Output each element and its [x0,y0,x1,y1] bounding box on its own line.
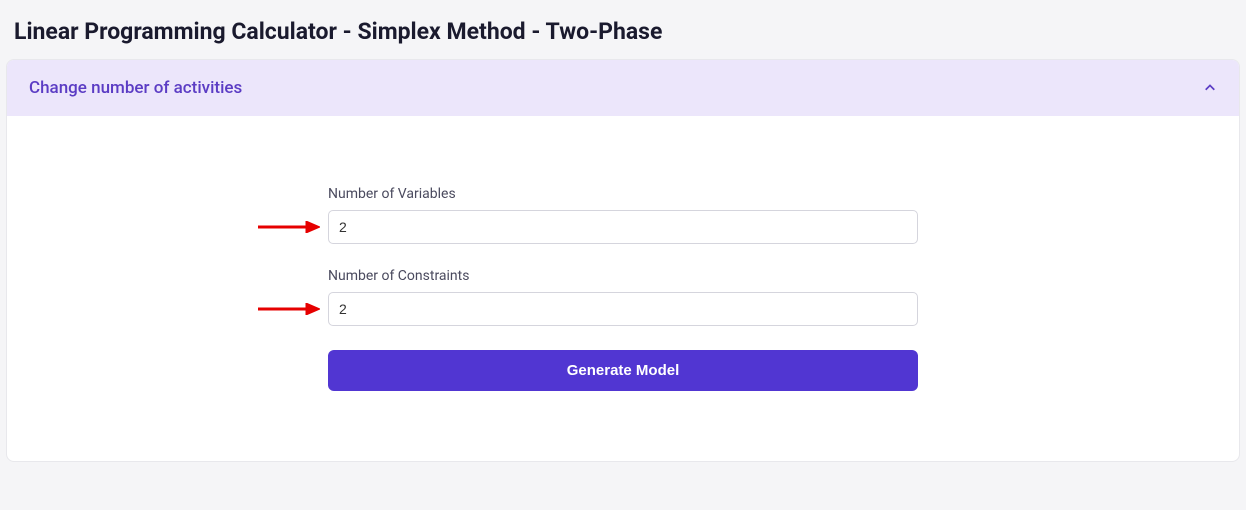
panel-header-title: Change number of activities [29,78,242,98]
variables-input[interactable] [328,210,918,244]
variables-group: Number of Variables [328,186,918,244]
constraints-label: Number of Constraints [328,268,918,284]
arrow-icon [258,300,320,312]
page-title: Linear Programming Calculator - Simplex … [0,0,1246,59]
panel-header[interactable]: Change number of activities [7,60,1239,116]
arrow-icon [258,218,320,230]
activities-panel: Change number of activities Number of Va… [6,59,1240,462]
constraints-input[interactable] [328,292,918,326]
variables-label: Number of Variables [328,186,918,202]
constraints-group: Number of Constraints [328,268,918,326]
panel-body: Number of Variables Number of Constraint… [7,116,1239,461]
generate-model-button[interactable]: Generate Model [328,350,918,391]
chevron-up-icon [1203,81,1217,95]
